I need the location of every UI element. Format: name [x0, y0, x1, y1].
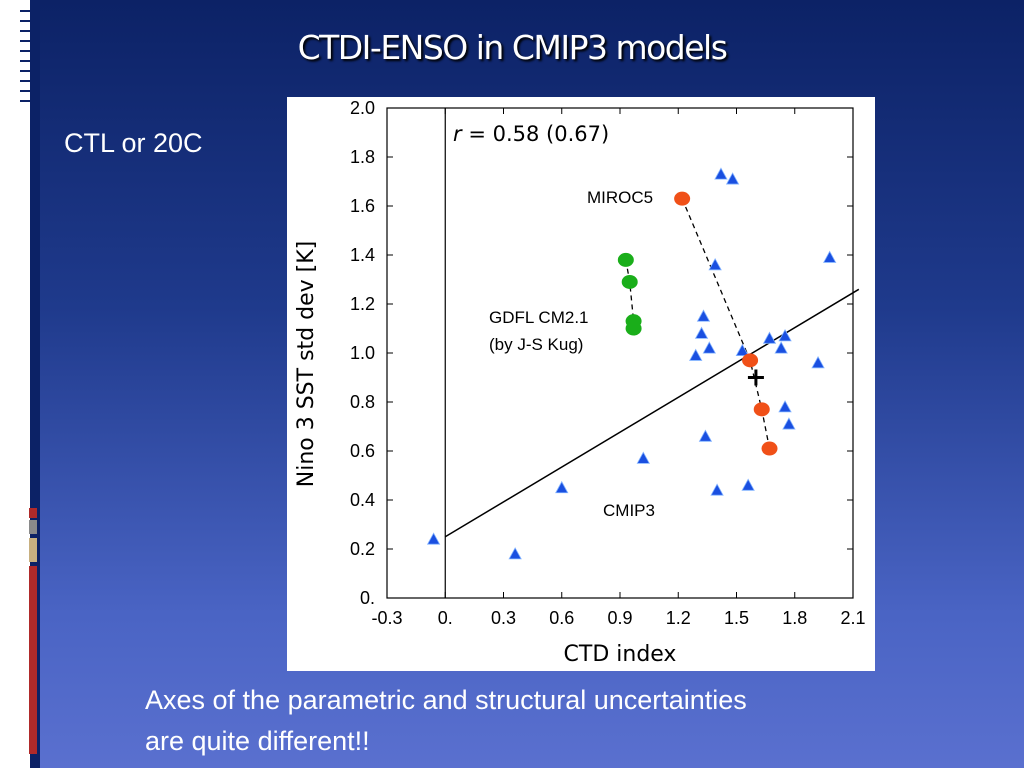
- decorative-lines: [20, 0, 40, 120]
- correlation-symbol: r: [453, 122, 463, 146]
- x-tick-label: 0.9: [607, 608, 632, 628]
- y-tick-label: 0.2: [350, 539, 375, 559]
- y-tick-label: 1.2: [350, 294, 375, 314]
- cmip3-point: [708, 257, 722, 271]
- miroc5-point: [742, 353, 759, 368]
- decorative-square-tan: [29, 538, 37, 562]
- y-axis-label: Nino 3 SST std dev [K]: [294, 241, 319, 487]
- label-cmip3: CMIP3: [603, 501, 655, 520]
- bottom-caption-line2: are quite different!!: [145, 726, 370, 756]
- x-tick-label: 0.6: [549, 608, 574, 628]
- decorative-square-gray: [29, 520, 37, 534]
- miroc5-point: [674, 191, 691, 206]
- decorative-square-red: [29, 508, 37, 518]
- cmip3-point: [689, 348, 703, 361]
- left-dark-stripe: [30, 0, 40, 768]
- cmip3-point: [741, 478, 755, 491]
- y-tick-label: 1.0: [350, 343, 375, 363]
- cmip3-point: [555, 480, 569, 494]
- gfdl-point: [617, 252, 634, 267]
- label-gfdl-line2: (by J-S Kug): [489, 335, 583, 354]
- cmip3-point: [710, 483, 724, 496]
- gfdl-point: [621, 274, 638, 289]
- cmip3-point: [714, 167, 728, 180]
- x-tick-label: 1.5: [724, 608, 749, 628]
- plot-panel: -0.3 0. 0.3 0.6 0.9 1.2 1.5 1.8 2.1 0. 0.2 0.4 0.6 0.…: [287, 97, 875, 671]
- left-decoration-bar: [0, 0, 40, 768]
- cmip3-point: [636, 451, 650, 464]
- scatter-chart: -0.3 0. 0.3 0.6 0.9 1.2 1.5 1.8 2.10.0.20.40.60.…: [294, 98, 866, 667]
- x-tick-label: 2.1: [840, 608, 865, 628]
- cmip3-point: [762, 331, 777, 344]
- decorative-bar-red: [29, 566, 37, 754]
- y-tick-label: 1.8: [350, 147, 375, 167]
- y-tick-label: 2.0: [350, 98, 375, 118]
- cmip3-point: [696, 309, 711, 322]
- slide-title: CTDI-ENSO in CMIP3 models: [297, 28, 728, 67]
- y-tick-label: 1.4: [350, 245, 375, 265]
- correlation-annotation: r = 0.58 (0.67): [453, 122, 609, 146]
- cmip3-point: [778, 329, 792, 342]
- cmip3-point: [702, 341, 716, 354]
- label-miroc5: MIROC5: [587, 188, 653, 207]
- gfdl-point: [625, 321, 642, 336]
- y-tick-label: 1.6: [350, 196, 375, 216]
- cmip3-point: [735, 343, 749, 356]
- cmip3-point: [725, 172, 740, 185]
- x-tick-label: 1.2: [666, 608, 691, 628]
- cmip3-point: [778, 400, 792, 413]
- slide-subtitle: CTL or 20C: [64, 128, 203, 158]
- cmip3-point: [782, 417, 796, 430]
- cmip3-point: [694, 326, 709, 339]
- y-tick-label: 0.: [360, 588, 375, 608]
- regression-line: [444, 288, 860, 538]
- correlation-value: = 0.58 (0.67): [462, 122, 610, 146]
- bottom-caption-line1: Axes of the parametric and structural un…: [145, 685, 747, 715]
- x-tick-label: -0.3: [371, 608, 402, 628]
- cmip3-point: [426, 532, 441, 545]
- x-axis-label: CTD index: [564, 642, 677, 667]
- bottom-caption: Axes of the parametric and structural un…: [145, 680, 747, 762]
- cmip3-point: [508, 547, 522, 560]
- cmip3-point: [698, 429, 713, 442]
- y-tick-label: 0.8: [350, 392, 375, 412]
- y-tick-label: 0.4: [350, 490, 375, 510]
- cmip3-point: [823, 250, 837, 263]
- miroc5-point: [761, 441, 778, 456]
- x-tick-label: 0.: [438, 608, 453, 628]
- y-tick-label: 0.6: [350, 441, 375, 461]
- cmip3-point: [811, 355, 825, 369]
- x-tick-label: 1.8: [782, 608, 807, 628]
- cmip3-point: [774, 341, 788, 354]
- label-gfdl-line1: GDFL CM2.1: [489, 308, 589, 327]
- x-tick-label: 0.3: [491, 608, 516, 628]
- miroc5-point: [753, 402, 770, 417]
